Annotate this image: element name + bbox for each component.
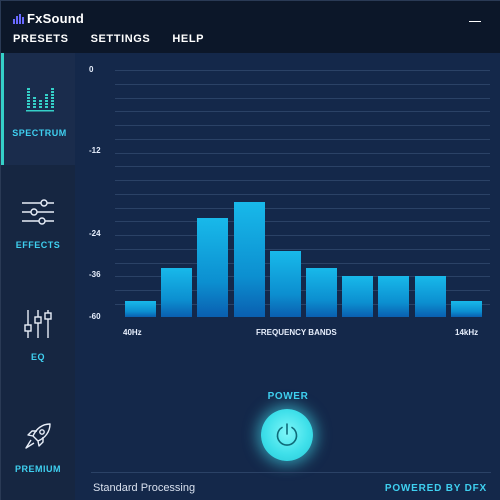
- powered-by-link[interactable]: POWERED BY DFX: [384, 483, 487, 494]
- spectrum-bar: [197, 218, 228, 317]
- x-end-label: 14kHz: [455, 328, 479, 337]
- spectrum-bar: [234, 202, 265, 317]
- grid-line: [115, 111, 490, 112]
- sidebar-item-spectrum[interactable]: SPECTRUM: [1, 53, 75, 165]
- grid-line: [115, 139, 490, 140]
- grid-line: [115, 84, 490, 85]
- rocket-icon: [18, 416, 58, 456]
- spectrum-bar: [451, 301, 482, 317]
- app-logo: FxSound: [13, 11, 84, 26]
- app-name: FxSound: [27, 11, 85, 26]
- sidebar-item-label: EFFECTS: [15, 240, 61, 250]
- grid-line: [115, 290, 490, 291]
- sidebar-item-label: PREMIUM: [15, 464, 61, 474]
- y-tick-label: 0: [89, 65, 94, 74]
- eq-icon: [18, 304, 58, 344]
- spectrum-bar: [342, 276, 373, 317]
- y-tick-label: -36: [89, 270, 101, 279]
- power-button[interactable]: [261, 409, 313, 461]
- grid-line: [115, 166, 490, 167]
- x-axis-label: FREQUENCY BANDS: [256, 328, 337, 337]
- grid-line: [115, 276, 490, 277]
- footer-divider: [91, 472, 491, 473]
- minimize-button[interactable]: [469, 11, 483, 25]
- grid-line: [115, 304, 490, 305]
- grid-line: [115, 180, 490, 181]
- sidebar-item-premium[interactable]: PREMIUM: [1, 389, 75, 500]
- spectrum-bar: [306, 268, 337, 317]
- grid-line: [115, 194, 490, 195]
- sidebar-item-eq[interactable]: EQ: [1, 277, 75, 389]
- spectrum-icon: [20, 80, 60, 120]
- grid-line: [115, 263, 490, 264]
- grid-line: [115, 249, 490, 250]
- grid-line: [115, 235, 490, 236]
- menu-settings[interactable]: SETTINGS: [90, 33, 151, 45]
- spectrum-bar: [125, 301, 156, 317]
- sidebar-item-label: EQ: [30, 352, 45, 362]
- spectrum-bar: [161, 268, 192, 317]
- status-text: Standard Processing: [93, 482, 196, 494]
- y-tick-label: -60: [89, 312, 101, 321]
- sidebar-item-label: SPECTRUM: [12, 128, 67, 138]
- grid-line: [115, 125, 490, 126]
- title-bar: FxSound PRESETS SETTINGS HELP: [1, 1, 500, 53]
- sliders-icon: [18, 192, 58, 232]
- spectrum-bar: [378, 276, 409, 317]
- grid-line: [115, 70, 490, 71]
- spectrum-bar: [415, 276, 446, 317]
- y-tick-label: -24: [89, 229, 101, 238]
- grid-line: [115, 208, 490, 209]
- grid-line: [115, 98, 490, 99]
- main-panel: 40Hz FREQUENCY BANDS 14kHz 0 -12 -24 -36 -60…: [75, 53, 500, 500]
- logo-icon: [13, 13, 24, 24]
- menu-bar: PRESETS SETTINGS HELP: [13, 33, 204, 45]
- menu-help[interactable]: HELP: [172, 33, 205, 45]
- grid-line: [115, 153, 490, 154]
- spectrum-bar: [270, 251, 301, 317]
- menu-presets[interactable]: PRESETS: [13, 33, 69, 45]
- sidebar-item-effects[interactable]: EFFECTS: [1, 165, 75, 277]
- y-tick-label: -12: [89, 146, 101, 155]
- spectrum-chart: 40Hz FREQUENCY BANDS 14kHz 0 -12 -24 -36 -60: [75, 53, 500, 353]
- sidebar: SPECTRUM EFFECTS: [1, 53, 75, 500]
- power-label: POWER: [267, 391, 309, 402]
- grid-line: [115, 221, 490, 222]
- power-icon: [276, 423, 298, 446]
- x-start-label: 40Hz: [123, 328, 142, 337]
